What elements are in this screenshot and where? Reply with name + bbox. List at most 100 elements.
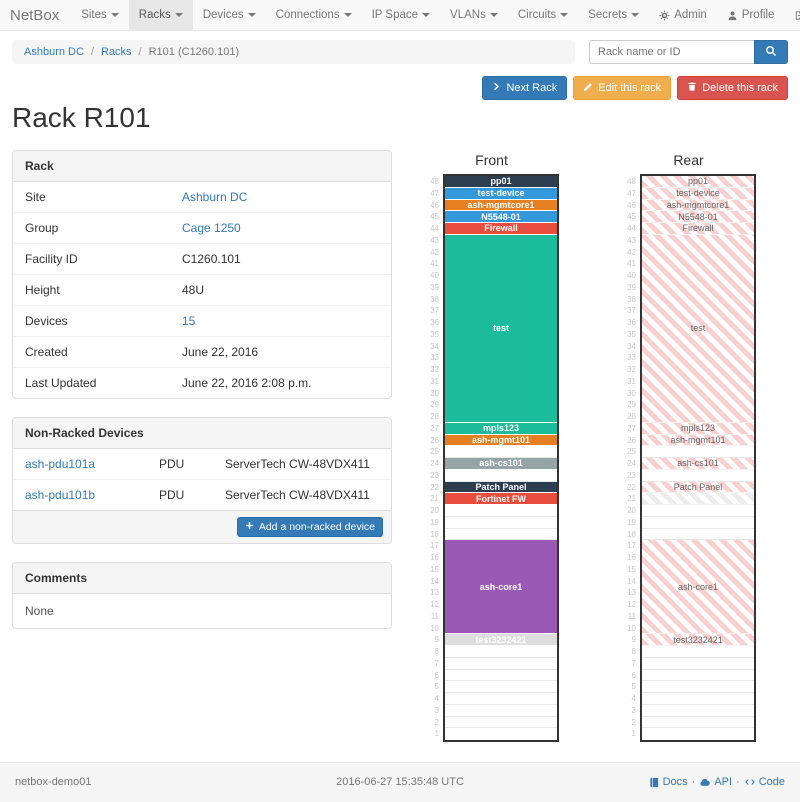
- empty-unit: [445, 728, 557, 740]
- nav-item-vlans[interactable]: VLANs: [440, 0, 508, 30]
- unit-number: 10: [627, 623, 636, 633]
- rack-attr-link-devices[interactable]: 15: [182, 314, 196, 328]
- unit-number: 20: [430, 506, 439, 515]
- empty-unit: [642, 704, 754, 717]
- unit-number: 46: [430, 200, 439, 210]
- breadcrumb-ashburn-dc[interactable]: Ashburn DC: [24, 46, 84, 58]
- unit-number: 9: [434, 635, 439, 645]
- comments-panel: Comments None: [12, 562, 392, 629]
- unit-number: 3: [434, 705, 439, 715]
- next-rack-button[interactable]: Next Rack: [482, 76, 568, 100]
- navbar: NetBox Sites Racks Devices Connections IP Sp…: [0, 0, 800, 31]
- brand-link[interactable]: NetBox: [10, 6, 60, 24]
- rear-rack-device-mpls123[interactable]: mpls123: [642, 422, 754, 435]
- nav-item-log-out[interactable]: Log out: [784, 0, 800, 30]
- rear-rack-device-ash-cs101[interactable]: ash-cs101: [642, 458, 754, 470]
- nav-item-profile[interactable]: Profile: [717, 0, 785, 30]
- rear-rack-device-test-device[interactable]: test-device: [642, 187, 754, 200]
- nav-item-racks[interactable]: Racks: [128, 0, 193, 30]
- unit-number: 4: [434, 694, 439, 703]
- unit-number: 14: [430, 576, 439, 586]
- front-rack-device-test[interactable]: test: [445, 234, 557, 423]
- empty-unit: [642, 446, 754, 458]
- unit-number: 40: [627, 271, 636, 280]
- front-rack-device-test3232421[interactable]: test3232421: [445, 634, 557, 646]
- edit-rack-button[interactable]: Edit this rack: [573, 76, 672, 100]
- unit-number: 25: [430, 447, 439, 457]
- unit-number: 13: [627, 588, 636, 598]
- breadcrumb: Ashburn DC / Racks / R101 (C1260.101): [12, 40, 575, 64]
- rear-rack-device-firewall[interactable]: Firewall: [642, 223, 754, 235]
- rear-rack-device-pp01[interactable]: pp01: [642, 176, 754, 188]
- device-link-ash-pdu101a[interactable]: ash-pdu101a: [25, 457, 96, 471]
- front-rack-device-mpls123[interactable]: mpls123: [445, 422, 557, 435]
- footer-link-api[interactable]: API: [699, 776, 732, 788]
- front-rack-device-firewall[interactable]: Firewall: [445, 223, 557, 235]
- front-rack-device-ash-mgmtcore1[interactable]: ash-mgmtcore1: [445, 199, 557, 212]
- add-non-racked-device-button[interactable]: Add a non-racked device: [236, 517, 383, 537]
- chevron-down-icon: [631, 13, 640, 17]
- empty-unit: [445, 681, 557, 693]
- unit-number: 11: [430, 611, 439, 621]
- nav-item-ip-space[interactable]: IP Space: [362, 0, 440, 30]
- rear-rack-device-patch-panel[interactable]: Patch Panel: [642, 481, 754, 494]
- empty-unit: [445, 693, 557, 705]
- search-button[interactable]: [754, 40, 788, 64]
- empty-unit: [445, 516, 557, 529]
- unit-number: 16: [627, 553, 636, 562]
- unit-number: 42: [430, 247, 439, 257]
- rear-rack-device-n5548-01[interactable]: N5548-01: [642, 211, 754, 223]
- empty-unit: [445, 528, 557, 541]
- unit-number: 36: [430, 318, 439, 327]
- rear-rack-device-ash-mgmtcore1[interactable]: ash-mgmtcore1: [642, 199, 754, 212]
- non-racked-table: ash-pdu101a PDU ServerTech CW-48VDX411 ash-…: [13, 449, 391, 510]
- search-icon: [765, 45, 777, 60]
- unit-number: 6: [631, 670, 636, 680]
- delete-rack-button[interactable]: Delete this rack: [677, 76, 788, 100]
- empty-unit: [642, 669, 754, 682]
- unit-number: 7: [434, 658, 439, 668]
- unit-number: 30: [430, 388, 439, 398]
- rack-attr-group: Group Cage 1250: [13, 212, 391, 243]
- front-rack-device-n5548-01[interactable]: N5548-01: [445, 211, 557, 223]
- nav-item-sites[interactable]: Sites: [71, 0, 129, 30]
- front-rack-device-ash-mgmt101[interactable]: ash-mgmt101: [445, 434, 557, 447]
- empty-unit: [642, 716, 754, 729]
- unit-number: 32: [627, 365, 636, 374]
- rack-attr-link-group[interactable]: Cage 1250: [182, 221, 241, 235]
- rear-rack-device-test[interactable]: test: [642, 234, 754, 423]
- footer-hostname: netbox-demo01: [15, 776, 92, 788]
- empty-unit: [642, 681, 754, 693]
- front-rack-device-patch-panel[interactable]: Patch Panel: [445, 481, 557, 494]
- footer-link-code[interactable]: Code: [744, 776, 785, 788]
- front-rack-device-pp01[interactable]: pp01: [445, 176, 557, 188]
- nav-item-secrets[interactable]: Secrets: [578, 0, 649, 30]
- rear-elevation: Rear 48 47 46 45 44 43 42 41 40 39 38 37 36 35 34 33 32 3…: [621, 152, 756, 742]
- unit-number: 46: [627, 200, 636, 210]
- rear-rack-device-test3232421[interactable]: test3232421: [642, 634, 754, 646]
- nav-item-connections[interactable]: Connections: [266, 0, 362, 30]
- nav-item-admin[interactable]: Admin: [649, 0, 717, 30]
- non-racked-panel: Non-Racked Devices ash-pdu101a PDU ServerT…: [12, 417, 392, 544]
- rack-attr-facility-id: Facility ID C1260.101: [13, 243, 391, 274]
- nav-item-devices[interactable]: Devices: [193, 0, 266, 30]
- unit-number: 22: [627, 482, 636, 492]
- front-rack-device-test-device[interactable]: test-device: [445, 187, 557, 200]
- unit-number: 19: [627, 517, 636, 527]
- rack-attr-link-site[interactable]: Ashburn DC: [182, 190, 248, 204]
- front-rack-device-ash-cs101[interactable]: ash-cs101: [445, 458, 557, 470]
- rear-rack-body: pp01 test-device ash-mgmtcore1 N5548-01 Fire…: [640, 174, 756, 742]
- device-link-ash-pdu101b[interactable]: ash-pdu101b: [25, 488, 96, 502]
- footer-link-docs[interactable]: Docs: [649, 776, 688, 788]
- breadcrumb-r101-c1260-101-: R101 (C1260.101): [148, 46, 240, 58]
- breadcrumb-racks[interactable]: Racks: [100, 46, 132, 58]
- front-rack-device-ash-core1[interactable]: ash-core1: [445, 540, 557, 635]
- unit-number: 23: [430, 470, 439, 480]
- rear-rack-device-ash-core1[interactable]: ash-core1: [642, 540, 754, 635]
- front-rack-device-fortinet-fw[interactable]: Fortinet FW: [445, 493, 557, 505]
- rear-rack-device[interactable]: [642, 493, 754, 505]
- nav-item-circuits[interactable]: Circuits: [508, 0, 578, 30]
- rack-attr-site: Site Ashburn DC: [25, 190, 248, 204]
- search-input[interactable]: [589, 40, 754, 64]
- rear-rack-device-ash-mgmt101[interactable]: ash-mgmt101: [642, 434, 754, 447]
